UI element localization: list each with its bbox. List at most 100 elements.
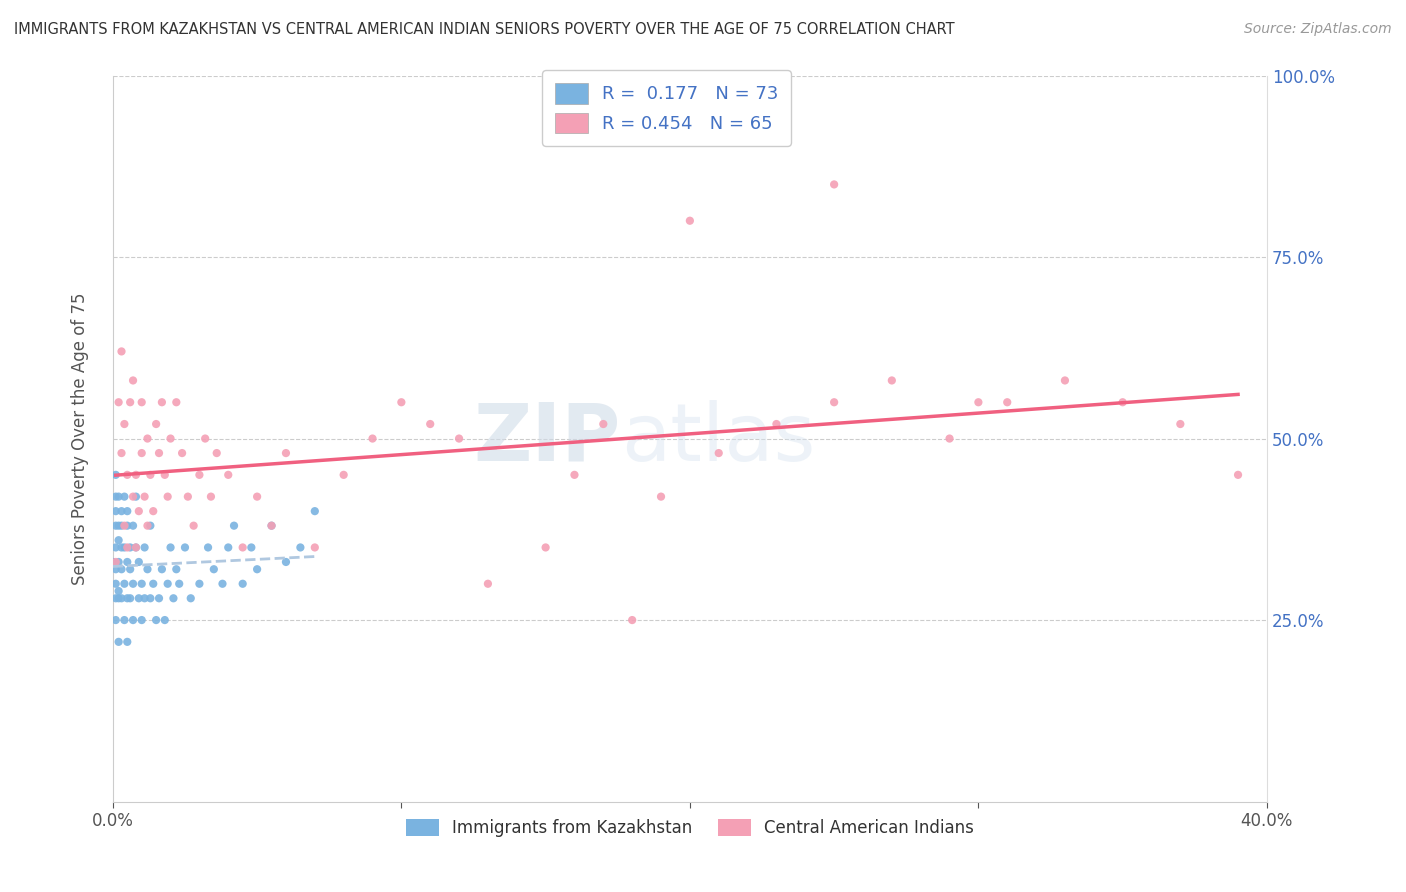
- Point: [107, 533, 129, 548]
- Point: [419, 417, 441, 431]
- Point: [110, 591, 132, 606]
- Point: [188, 576, 211, 591]
- Point: [246, 562, 269, 576]
- Point: [107, 635, 129, 649]
- Point: [117, 504, 139, 518]
- Point: [967, 395, 990, 409]
- Point: [104, 504, 127, 518]
- Point: [139, 467, 162, 482]
- Point: [104, 613, 127, 627]
- Point: [246, 490, 269, 504]
- Point: [260, 518, 283, 533]
- Text: ZIP: ZIP: [474, 400, 620, 477]
- Point: [120, 591, 142, 606]
- Point: [177, 490, 200, 504]
- Point: [274, 446, 297, 460]
- Point: [332, 467, 354, 482]
- Point: [104, 562, 127, 576]
- Point: [938, 432, 960, 446]
- Point: [120, 562, 142, 576]
- Point: [1111, 395, 1133, 409]
- Text: Source: ZipAtlas.com: Source: ZipAtlas.com: [1244, 22, 1392, 37]
- Point: [107, 395, 129, 409]
- Point: [112, 613, 135, 627]
- Point: [823, 178, 845, 192]
- Point: [112, 490, 135, 504]
- Point: [122, 518, 145, 533]
- Point: [125, 490, 148, 504]
- Point: [260, 518, 283, 533]
- Point: [110, 562, 132, 576]
- Point: [142, 504, 165, 518]
- Point: [217, 467, 239, 482]
- Point: [174, 541, 197, 555]
- Point: [205, 446, 228, 460]
- Point: [222, 518, 245, 533]
- Point: [128, 591, 150, 606]
- Point: [112, 576, 135, 591]
- Point: [202, 562, 225, 576]
- Point: [150, 562, 173, 576]
- Point: [117, 518, 139, 533]
- Point: [197, 541, 219, 555]
- Point: [823, 395, 845, 409]
- Point: [128, 504, 150, 518]
- Point: [145, 613, 167, 627]
- Point: [180, 591, 202, 606]
- Point: [104, 490, 127, 504]
- Point: [156, 490, 179, 504]
- Point: [107, 518, 129, 533]
- Point: [232, 576, 254, 591]
- Point: [104, 555, 127, 569]
- Point: [1227, 467, 1250, 482]
- Point: [125, 467, 148, 482]
- Point: [1053, 374, 1076, 388]
- Point: [104, 591, 127, 606]
- Point: [110, 504, 132, 518]
- Point: [194, 432, 217, 446]
- Point: [765, 417, 787, 431]
- Point: [232, 541, 254, 555]
- Point: [131, 576, 153, 591]
- Point: [148, 591, 170, 606]
- Point: [134, 541, 156, 555]
- Point: [156, 576, 179, 591]
- Point: [107, 584, 129, 599]
- Point: [131, 613, 153, 627]
- Point: [131, 395, 153, 409]
- Point: [167, 576, 190, 591]
- Point: [120, 395, 142, 409]
- Point: [120, 541, 142, 555]
- Point: [104, 576, 127, 591]
- Text: IMMIGRANTS FROM KAZAKHSTAN VS CENTRAL AMERICAN INDIAN SENIORS POVERTY OVER THE A: IMMIGRANTS FROM KAZAKHSTAN VS CENTRAL AM…: [14, 22, 955, 37]
- Point: [107, 490, 129, 504]
- Point: [128, 555, 150, 569]
- Point: [122, 374, 145, 388]
- Point: [136, 432, 159, 446]
- Point: [707, 446, 730, 460]
- Point: [162, 591, 184, 606]
- Point: [104, 541, 127, 555]
- Point: [995, 395, 1018, 409]
- Point: [290, 541, 312, 555]
- Point: [107, 555, 129, 569]
- Point: [117, 591, 139, 606]
- Point: [110, 446, 132, 460]
- Point: [188, 467, 211, 482]
- Point: [117, 635, 139, 649]
- Point: [117, 555, 139, 569]
- Point: [304, 541, 326, 555]
- Point: [880, 374, 903, 388]
- Point: [117, 467, 139, 482]
- Point: [534, 541, 557, 555]
- Text: atlas: atlas: [620, 400, 815, 477]
- Point: [101, 555, 124, 569]
- Point: [110, 344, 132, 359]
- Point: [159, 432, 181, 446]
- Point: [110, 518, 132, 533]
- Point: [165, 395, 187, 409]
- Point: [110, 541, 132, 555]
- Point: [122, 613, 145, 627]
- Point: [211, 576, 233, 591]
- Point: [650, 490, 672, 504]
